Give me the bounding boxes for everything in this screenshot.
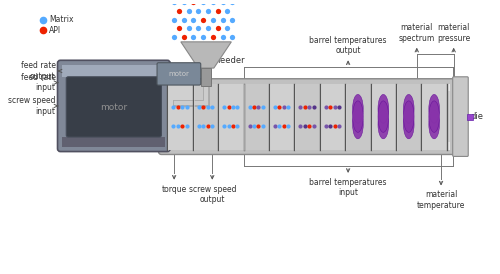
- FancyBboxPatch shape: [452, 77, 468, 156]
- Text: feed rate
output: feed rate output: [20, 61, 56, 81]
- Text: Matrix: Matrix: [49, 15, 74, 24]
- FancyBboxPatch shape: [58, 60, 170, 152]
- Bar: [345, 84, 370, 150]
- Text: material
spectrum: material spectrum: [398, 23, 435, 43]
- Bar: [164, 142, 450, 150]
- Ellipse shape: [404, 95, 414, 123]
- Text: feed rate
input: feed rate input: [20, 73, 56, 92]
- FancyBboxPatch shape: [158, 79, 456, 155]
- Polygon shape: [181, 42, 232, 68]
- Bar: [218, 84, 244, 150]
- Bar: [62, 137, 166, 147]
- Bar: [167, 84, 192, 150]
- Bar: [370, 84, 396, 150]
- Ellipse shape: [378, 95, 388, 123]
- Ellipse shape: [378, 110, 388, 139]
- Bar: [396, 84, 421, 150]
- Ellipse shape: [352, 95, 363, 123]
- Text: API: API: [49, 26, 61, 35]
- Bar: [192, 84, 218, 150]
- Ellipse shape: [429, 101, 440, 132]
- Bar: [468, 114, 473, 119]
- Bar: [201, 68, 211, 85]
- Text: screw speed
output: screw speed output: [188, 185, 236, 204]
- Text: feeder: feeder: [218, 56, 246, 65]
- Bar: [422, 84, 447, 150]
- Ellipse shape: [404, 110, 414, 139]
- Bar: [164, 84, 450, 91]
- Text: material
pressure: material pressure: [437, 23, 470, 43]
- Ellipse shape: [404, 101, 414, 132]
- Text: motor: motor: [100, 103, 128, 112]
- Bar: [320, 84, 345, 150]
- Text: barrel temperatures
output: barrel temperatures output: [310, 36, 387, 55]
- Text: barrel temperatures
input: barrel temperatures input: [310, 178, 387, 197]
- Bar: [244, 84, 269, 150]
- Text: motor: motor: [168, 71, 190, 77]
- Text: screw speed
input: screw speed input: [8, 96, 56, 116]
- Ellipse shape: [352, 110, 363, 139]
- Text: material
temperature: material temperature: [417, 190, 465, 210]
- Ellipse shape: [429, 95, 440, 123]
- Bar: [294, 84, 320, 150]
- Ellipse shape: [378, 101, 388, 132]
- Bar: [62, 65, 166, 77]
- Ellipse shape: [429, 110, 440, 139]
- Bar: [164, 91, 450, 142]
- Text: torque: torque: [162, 185, 187, 193]
- Ellipse shape: [352, 101, 363, 132]
- Text: die: die: [470, 112, 483, 121]
- Bar: [269, 84, 294, 150]
- FancyBboxPatch shape: [157, 63, 200, 85]
- FancyBboxPatch shape: [66, 77, 162, 137]
